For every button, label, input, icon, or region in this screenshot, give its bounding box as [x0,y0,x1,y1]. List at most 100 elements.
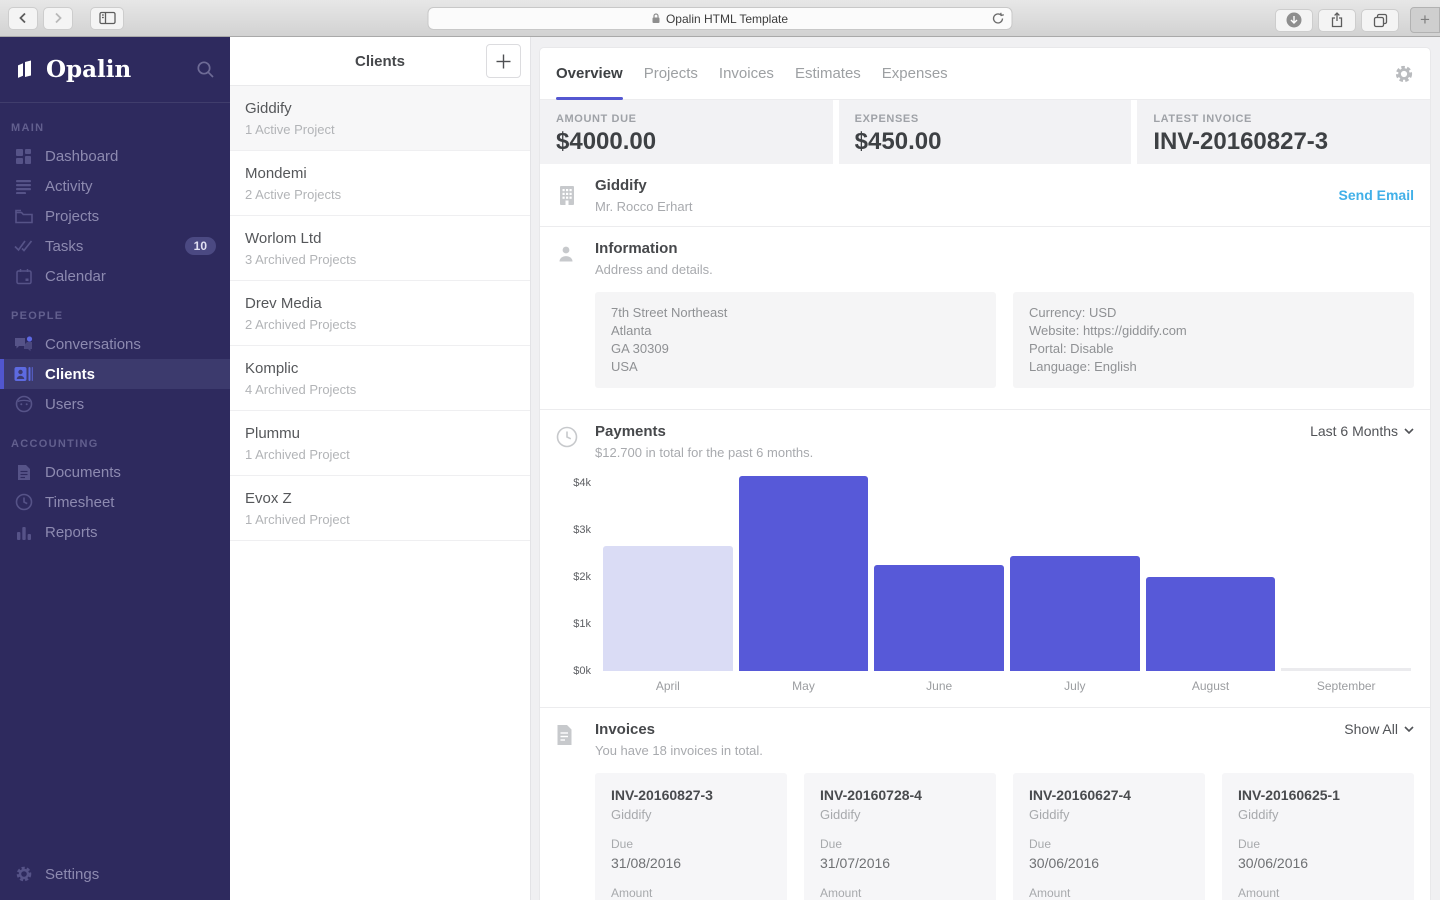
tasks-count-badge: 10 [184,237,216,255]
sidebar-item-clients[interactable]: Clients [0,359,230,389]
sidebar-item-calendar[interactable]: Calendar [0,261,230,291]
chart-bar-june[interactable] [874,565,1005,671]
client-name: Mondemi [245,165,307,182]
chevron-down-icon [1404,428,1414,434]
downloads-button[interactable] [1275,8,1313,32]
tab-estimates[interactable]: Estimates [794,65,861,82]
invoice-due-date: 31/08/2016 [611,855,682,871]
new-tab-button[interactable]: + [1410,7,1440,33]
client-list-item[interactable]: Giddify 1 Active Project [230,86,530,151]
tab-expenses[interactable]: Expenses [881,65,948,82]
invoice-card[interactable]: INV-20160728-4 Giddify Due 31/07/2016 Am… [804,773,996,900]
information-title: Information [595,240,678,257]
chart-bar-july[interactable] [1010,555,1140,671]
address-bar[interactable]: Opalin HTML Template [427,7,1013,30]
stat-value: $4000.00 [556,128,657,155]
stat-value: $450.00 [854,128,942,155]
client-list-item[interactable]: Komplic 4 Archived Projects [230,346,530,411]
sidebar-item-dashboard[interactable]: Dashboard [0,141,230,171]
client-name: Giddify [245,100,292,117]
chart-plot [600,475,1414,671]
sidebar-item-conversations[interactable]: Conversations [0,329,230,359]
chart-bar-may[interactable] [738,475,869,671]
nav-section-accounting: ACCOUNTING [11,438,99,450]
payments-range-filter[interactable]: Last 6 Months [1310,423,1414,439]
stat-value: INV-20160827-3 [1153,128,1329,155]
client-name: Evox Z [245,490,292,507]
gear-icon [14,865,33,884]
client-list-item[interactable]: Worlom Ltd 3 Archived Projects [230,216,530,281]
sidebar-item-activity[interactable]: Activity [0,171,230,201]
gear-icon[interactable] [1394,64,1414,84]
client-header-contact: Mr. Rocco Erhart [595,198,693,214]
refresh-icon[interactable] [992,12,1005,25]
invoice-card[interactable]: INV-20160627-4 Giddify Due 30/06/2016 Am… [1013,773,1205,900]
chart-bar-slot [1143,475,1279,671]
chart-bar-august[interactable] [1145,577,1276,671]
sidebar-item-users[interactable]: Users [0,389,230,419]
invoice-id: INV-20160827-3 [611,787,713,803]
invoice-due-date: 31/07/2016 [820,855,891,871]
stat-label: AMOUNT DUE [556,113,637,125]
clock-icon [556,423,595,448]
share-button[interactable] [1318,8,1356,32]
chevron-down-icon [1404,726,1414,732]
client-list-item[interactable]: Mondemi 2 Active Projects [230,151,530,216]
invoice-due-label: Due [1029,837,1052,851]
tab-overview[interactable]: Overview [556,48,623,100]
stat-latest-invoice: LATEST INVOICE INV-20160827-3 [1137,100,1430,164]
tab-invoices[interactable]: Invoices [718,65,774,82]
invoices-show-all-filter[interactable]: Show All [1344,721,1414,737]
chart-bar-april[interactable] [603,546,733,671]
client-meta: 1 Active Project [245,122,335,137]
sidebar-item-label: Projects [45,207,100,225]
tab-projects[interactable]: Projects [643,65,698,82]
sidebar-toggle-button[interactable] [90,6,124,30]
projects-icon [14,207,33,226]
tab-overview-button[interactable] [1361,8,1399,32]
payments-title: Payments [595,423,666,440]
sidebar-item-label: Timesheet [45,493,115,511]
documents-icon [14,463,33,482]
sidebar-item-reports[interactable]: Reports [0,517,230,547]
browser-toolbar: Opalin HTML Template + [0,0,1440,37]
sidebar-item-settings[interactable]: Settings [0,859,230,889]
sidebar-item-tasks[interactable]: Tasks 10 [0,231,230,261]
forward-button[interactable] [43,6,73,30]
detail-line: Portal: Disable [1029,341,1114,356]
sidebar-item-label: Reports [45,523,98,541]
stat-label: EXPENSES [854,113,919,125]
client-list-item[interactable]: Evox Z 1 Archived Project [230,476,530,541]
person-icon [556,240,595,265]
back-button[interactable] [8,6,38,30]
chart-x-tick: April [655,679,680,693]
invoice-card[interactable]: INV-20160625-1 Giddify Due 30/06/2016 Am… [1222,773,1414,900]
invoices-title: Invoices [595,721,656,738]
invoice-client: Giddify [1029,807,1070,822]
building-icon [556,183,595,207]
add-client-button[interactable] [486,44,521,78]
stats-row: AMOUNT DUE $4000.00 EXPENSES $450.00 LAT… [540,100,1430,164]
invoice-id: INV-20160627-4 [1029,787,1131,803]
chart-bar-september[interactable] [1281,668,1412,671]
chart-x-tick: July [1064,679,1086,693]
app-logo-text: Opalin [46,56,132,83]
client-name: Plummu [245,425,301,442]
reports-icon [14,523,33,542]
chart-x-axis: April May June July August September [600,679,1414,693]
client-list-item[interactable]: Drev Media 2 Archived Projects [230,281,530,346]
detail-line: Currency: USD [1029,305,1117,320]
sidebar-item-label: Users [45,395,85,413]
sidebar-item-documents[interactable]: Documents [0,457,230,487]
client-tabs: Overview Projects Invoices Estimates Exp… [540,48,1430,100]
chart-y-tick: $3k [573,524,591,536]
sidebar-item-projects[interactable]: Projects [0,201,230,231]
nav-section-people: PEOPLE [11,310,64,322]
search-icon[interactable] [196,60,215,79]
chart-x-tick: August [1191,679,1230,693]
invoice-card[interactable]: INV-20160827-3 Giddify Due 31/08/2016 Am… [595,773,787,900]
chevron-right-icon [51,11,65,25]
client-list-item[interactable]: Plummu 1 Archived Project [230,411,530,476]
send-email-link[interactable]: Send Email [1338,187,1414,203]
sidebar-item-timesheet[interactable]: Timesheet [0,487,230,517]
